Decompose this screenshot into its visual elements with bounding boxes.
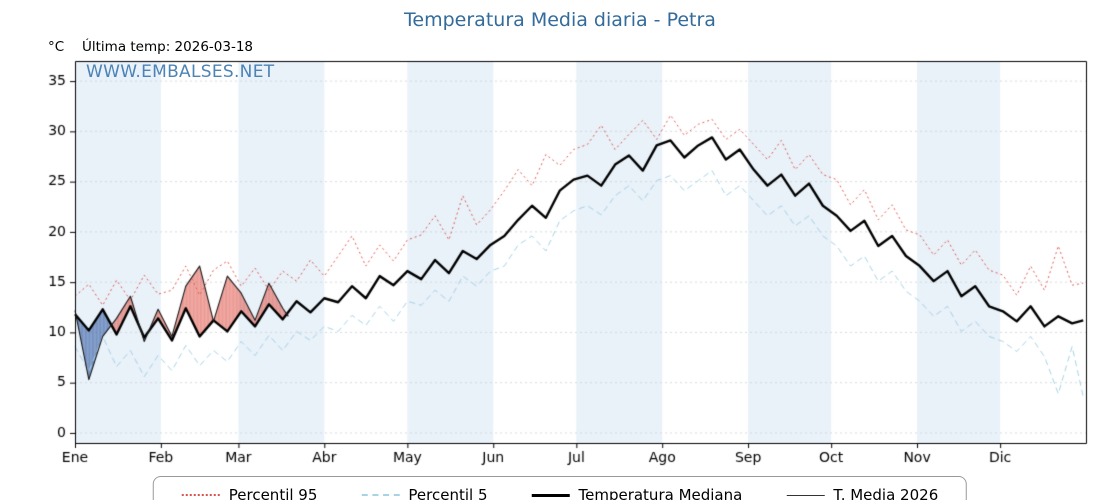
legend-item: Temperatura Mediana xyxy=(531,486,742,500)
chart-canvas xyxy=(0,55,1120,467)
legend-line-sample xyxy=(786,494,825,496)
last-temp-label: Última temp: 2026-03-18 xyxy=(82,39,254,55)
watermark: WWW.EMBALSES.NET xyxy=(86,62,275,82)
legend-label: T. Media 2026 xyxy=(833,486,939,500)
legend-label: Temperatura Mediana xyxy=(578,486,743,500)
legend-item: Percentil 5 xyxy=(361,486,487,500)
legend-line-sample xyxy=(531,493,570,497)
legend-label: Percentil 95 xyxy=(228,486,318,500)
chart-title: Temperatura Media diaria - Petra xyxy=(404,9,716,31)
legend-line-sample xyxy=(361,494,400,496)
legend: Percentil 95 Percentil 5 Temperatura Media… xyxy=(152,476,968,500)
plot-area: WWW.EMBALSES.NET xyxy=(0,55,1120,467)
legend-item: T. Media 2026 xyxy=(786,486,938,500)
legend-line-sample xyxy=(181,494,220,496)
legend-item: Percentil 95 xyxy=(181,486,318,500)
y-axis-unit-label: °C xyxy=(48,39,65,55)
legend-label: Percentil 5 xyxy=(408,486,488,500)
